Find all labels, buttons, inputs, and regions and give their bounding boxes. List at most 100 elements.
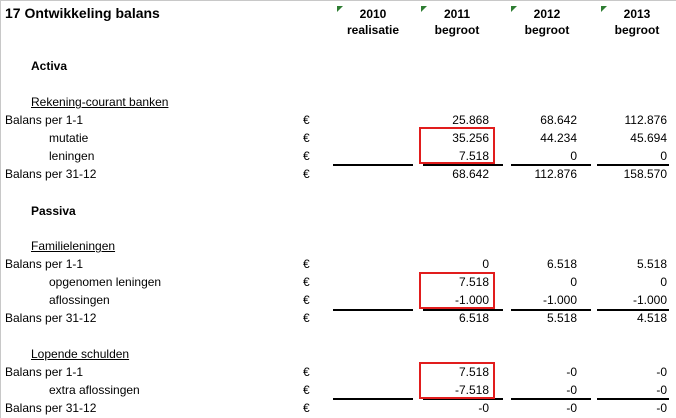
- column-header-2012[interactable]: 2012 begroot: [507, 6, 587, 38]
- row-label[interactable]: Balans per 31-12: [5, 401, 97, 415]
- currency-symbol[interactable]: €: [303, 113, 310, 127]
- cell-marker-icon: [421, 6, 427, 12]
- currency-symbol[interactable]: €: [303, 383, 310, 397]
- value-cell[interactable]: 0: [482, 257, 489, 271]
- sum-line: [511, 164, 591, 166]
- value-cell[interactable]: -0: [566, 383, 577, 397]
- row-label[interactable]: opgenomen leningen: [49, 275, 162, 289]
- column-header-2013[interactable]: 2013 begroot: [597, 6, 676, 38]
- column-year: 2011: [443, 7, 471, 21]
- value-cell[interactable]: 4.518: [636, 311, 667, 325]
- row-label[interactable]: Balans per 31-12: [5, 311, 97, 325]
- row-label[interactable]: Lopende schulden: [31, 347, 130, 361]
- table-row: Passiva: [1, 202, 676, 220]
- row-label[interactable]: Balans per 1-1: [5, 365, 84, 379]
- currency-symbol[interactable]: €: [303, 311, 310, 325]
- value-cell[interactable]: -0: [566, 365, 577, 379]
- column-header-2011[interactable]: 2011 begroot: [417, 6, 497, 38]
- currency-symbol[interactable]: €: [303, 149, 310, 163]
- sum-line: [423, 164, 503, 166]
- value-cell[interactable]: -0: [566, 401, 577, 415]
- table-row: mutatie €35.256 44.234 45.694: [1, 129, 676, 147]
- table-row: Balans per 31-12 € -0 -0 -0: [1, 399, 676, 417]
- column-year: 2012: [533, 7, 561, 21]
- currency-symbol[interactable]: €: [303, 275, 310, 289]
- sum-line: [333, 309, 413, 311]
- table-row: Balans per 1-1 €0 6.518 5.518: [1, 255, 676, 273]
- value-cell[interactable]: -0: [656, 365, 667, 379]
- currency-symbol[interactable]: €: [303, 257, 310, 271]
- sum-line: [511, 398, 591, 400]
- value-cell[interactable]: 112.876: [534, 167, 578, 181]
- row-label[interactable]: Passiva: [31, 204, 76, 218]
- sum-line: [333, 164, 413, 166]
- cell-marker-icon: [337, 6, 343, 12]
- table-row: Balans per 31-12 €68.642 112.876 158.570: [1, 165, 676, 183]
- value-cell[interactable]: -0: [478, 401, 489, 415]
- row-label[interactable]: Balans per 1-1: [5, 257, 84, 271]
- column-type: begroot: [524, 23, 570, 37]
- column-header-2010[interactable]: 2010 realisatie: [333, 6, 413, 38]
- value-cell[interactable]: -1.000: [454, 293, 489, 307]
- value-cell[interactable]: 5.518: [636, 257, 667, 271]
- row-label[interactable]: leningen: [49, 149, 95, 163]
- value-cell[interactable]: 158.570: [623, 167, 667, 181]
- value-cell[interactable]: 5.518: [546, 311, 577, 325]
- table-row: extra aflossingen € -7.518 -0 -0: [1, 381, 676, 399]
- cell-marker-icon: [511, 6, 517, 12]
- sum-line: [511, 309, 591, 311]
- value-cell[interactable]: 0: [660, 149, 667, 163]
- currency-symbol[interactable]: €: [303, 365, 310, 379]
- table-row: Balans per 31-12 €6.518 5.518 4.518: [1, 309, 676, 327]
- highlight-box: [419, 362, 495, 399]
- row-label[interactable]: Rekening-courant banken: [31, 95, 169, 109]
- table-row: Lopende schulden: [1, 345, 676, 363]
- cell-marker-icon: [601, 6, 607, 12]
- value-cell[interactable]: 25.868: [452, 113, 489, 127]
- row-label[interactable]: Activa: [31, 59, 68, 73]
- highlight-box: [419, 272, 495, 309]
- column-type: begroot: [434, 23, 480, 37]
- row-label[interactable]: extra aflossingen: [49, 383, 140, 397]
- value-cell[interactable]: 45.694: [630, 131, 667, 145]
- value-cell[interactable]: 68.642: [540, 113, 577, 127]
- value-cell[interactable]: 0: [570, 275, 577, 289]
- row-label[interactable]: Balans per 1-1: [5, 113, 84, 127]
- value-cell[interactable]: 6.518: [458, 311, 489, 325]
- table-row: opgenomen leningen €7.518 0 0: [1, 273, 676, 291]
- value-cell[interactable]: 0: [570, 149, 577, 163]
- value-cell[interactable]: 7.518: [458, 275, 489, 289]
- column-year: 2010: [359, 7, 387, 21]
- value-cell[interactable]: 44.234: [540, 131, 577, 145]
- value-cell[interactable]: -0: [656, 401, 667, 415]
- value-cell[interactable]: 0: [660, 275, 667, 289]
- value-cell[interactable]: 35.256: [452, 131, 489, 145]
- row-label[interactable]: aflossingen: [49, 293, 110, 307]
- value-cell[interactable]: -1.000: [542, 293, 577, 307]
- row-label[interactable]: mutatie: [49, 131, 89, 145]
- table-row: Activa: [1, 57, 676, 75]
- currency-symbol[interactable]: €: [303, 131, 310, 145]
- column-year: 2013: [623, 7, 651, 21]
- row-label[interactable]: Familieleningen: [31, 239, 116, 253]
- value-cell[interactable]: 112.876: [624, 113, 668, 127]
- sum-line: [423, 309, 503, 311]
- table-row: aflossingen € -1.000 -1.000 -1.000: [1, 291, 676, 309]
- value-cell[interactable]: 6.518: [546, 257, 577, 271]
- value-cell[interactable]: -7.518: [454, 383, 489, 397]
- value-cell[interactable]: 7.518: [458, 365, 489, 379]
- currency-symbol[interactable]: €: [303, 401, 310, 415]
- value-cell[interactable]: -1.000: [632, 293, 667, 307]
- table-row: leningen €7.518 0 0: [1, 147, 676, 165]
- row-label[interactable]: Balans per 31-12: [5, 167, 97, 181]
- currency-symbol[interactable]: €: [303, 293, 310, 307]
- value-cell[interactable]: 7.518: [458, 149, 489, 163]
- column-type: realisatie: [346, 23, 400, 37]
- value-cell[interactable]: -0: [656, 383, 667, 397]
- sum-line: [423, 398, 503, 400]
- table-row: Familieleningen: [1, 237, 676, 255]
- highlight-box: [419, 127, 495, 164]
- value-cell[interactable]: 68.642: [452, 167, 489, 181]
- currency-symbol[interactable]: €: [303, 167, 310, 181]
